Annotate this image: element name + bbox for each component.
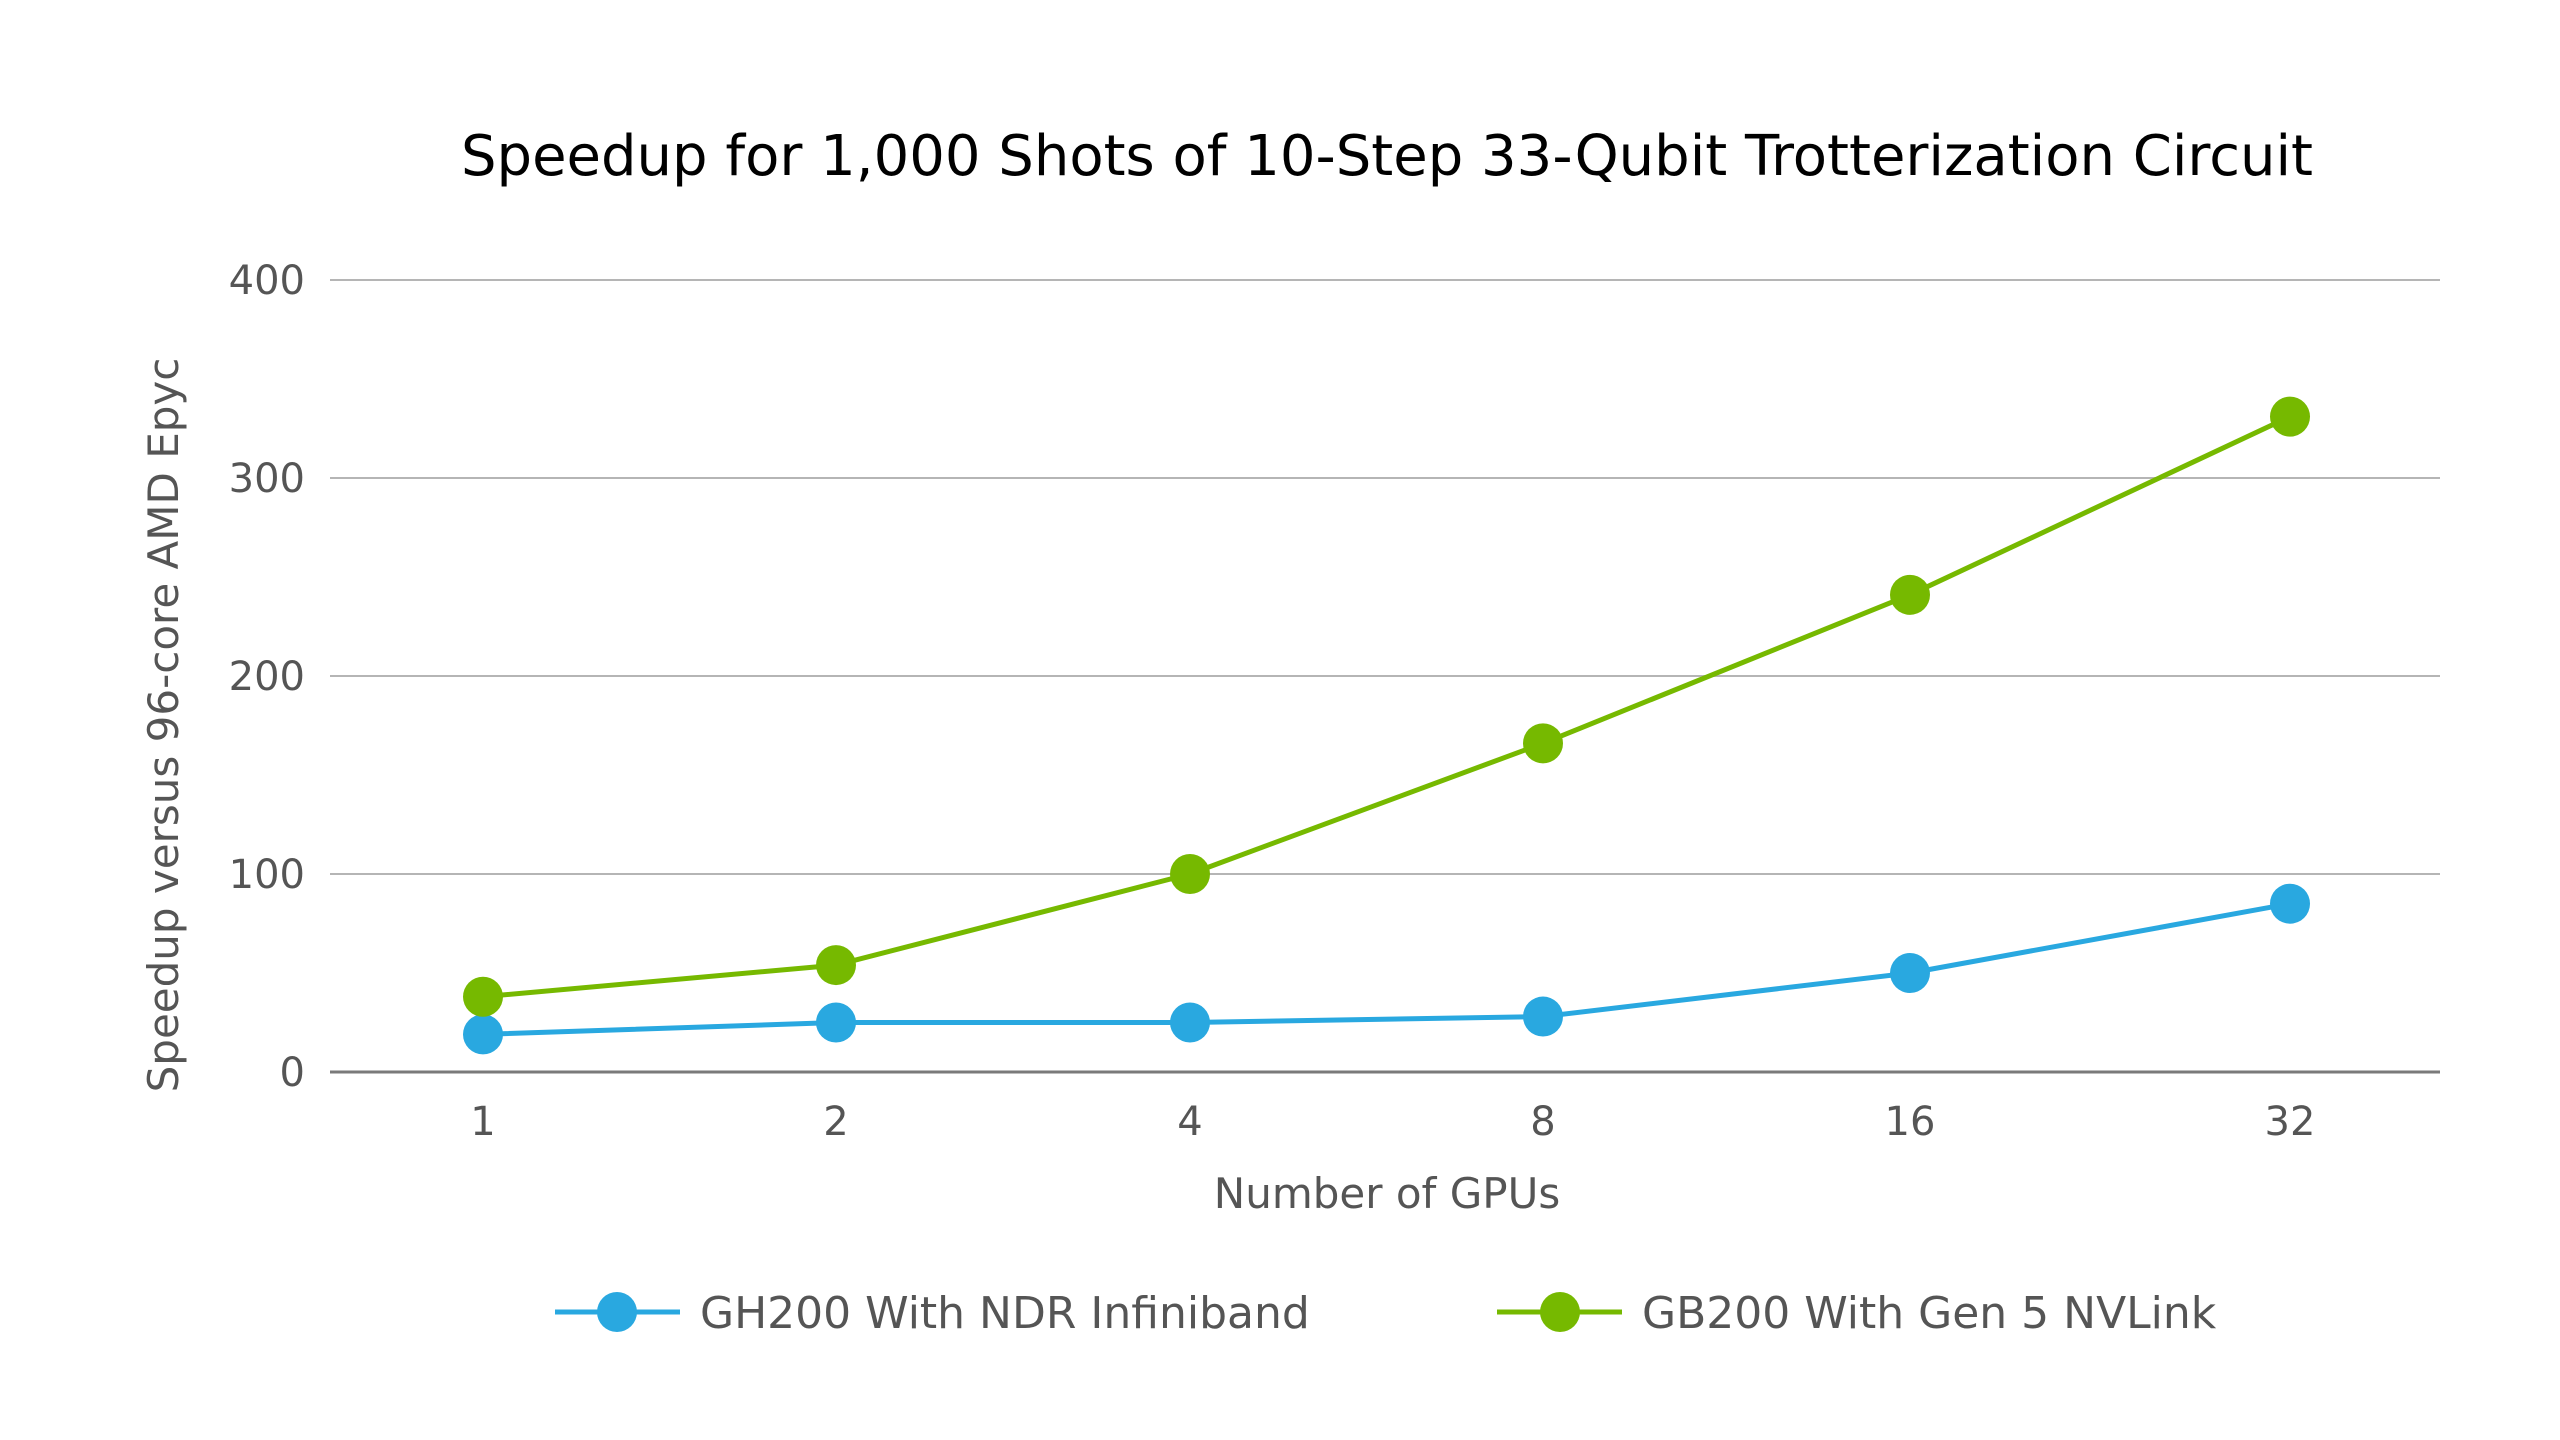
data-point [2270, 396, 2310, 437]
data-point [463, 1014, 503, 1055]
legend-marker [597, 1292, 637, 1332]
legend-item: GH200 With NDR Infiniband [555, 1288, 1310, 1339]
x-tick-label: 1 [470, 1099, 495, 1145]
y-tick-label: 400 [229, 258, 305, 304]
series-gb200 [463, 396, 2310, 1017]
data-point [1890, 953, 1930, 993]
y-axis-ticks: 0 100 200 300 400 [229, 258, 305, 1096]
series-line [482, 414, 2292, 1000]
x-tick-label: 8 [1530, 1099, 1555, 1145]
series-gh200 [463, 883, 2310, 1055]
legend-label: GH200 With NDR Infiniband [700, 1288, 1310, 1339]
data-point [1523, 723, 1563, 764]
x-tick-label: 16 [1885, 1099, 1936, 1145]
data-point [1170, 854, 1210, 894]
y-tick-label: 200 [229, 654, 305, 700]
y-tick-label: 100 [229, 852, 305, 898]
x-axis-ticks: 1 2 4 8 16 32 [470, 1099, 2315, 1145]
x-tick-label: 4 [1177, 1099, 1202, 1145]
data-point [816, 1002, 856, 1043]
legend-label: GB200 With Gen 5 NVLink [1642, 1288, 2217, 1339]
y-axis-label: Speedup versus 96-core AMD Epyc [139, 358, 188, 1093]
data-point [463, 976, 503, 1017]
x-axis-label: Number of GPUs [1214, 1169, 1560, 1218]
x-tick-label: 32 [2265, 1099, 2316, 1145]
legend: GH200 With NDR Infiniband GB200 With Gen … [555, 1288, 2217, 1339]
data-point [1523, 996, 1563, 1037]
series-lines [463, 396, 2310, 1055]
data-point [2270, 883, 2310, 924]
x-tick-label: 2 [823, 1099, 848, 1145]
data-point [1890, 574, 1930, 615]
gridlines [330, 279, 2440, 1074]
y-tick-label: 300 [229, 456, 305, 502]
legend-item: GB200 With Gen 5 NVLink [1497, 1288, 2217, 1339]
legend-marker [1540, 1292, 1580, 1332]
y-tick-label: 0 [280, 1050, 305, 1096]
data-point [1170, 1002, 1210, 1043]
chart-title: Speedup for 1,000 Shots of 10-Step 33-Qu… [461, 124, 2313, 189]
series-line [482, 901, 2291, 1037]
data-point [816, 945, 856, 986]
